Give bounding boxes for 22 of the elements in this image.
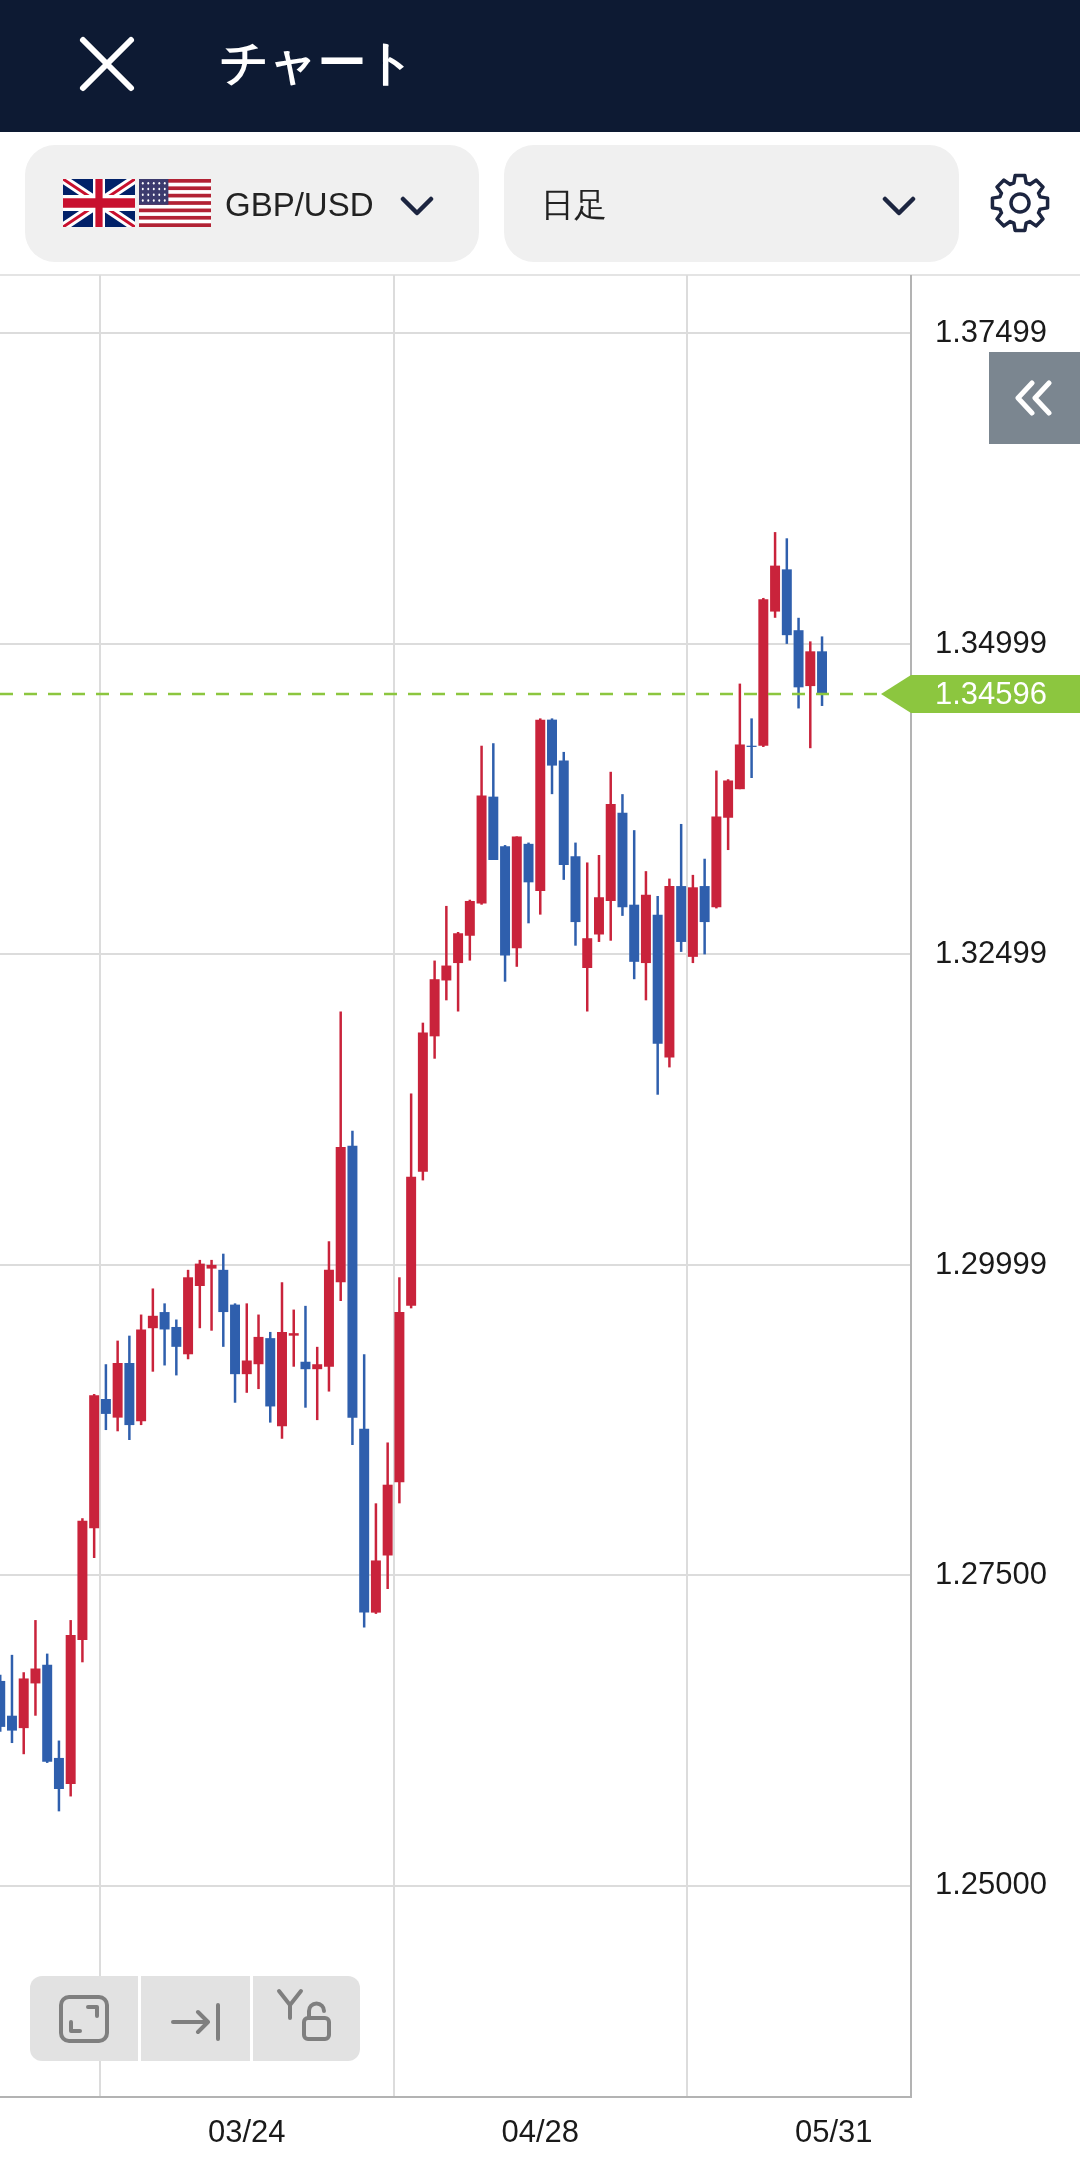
candlestick bbox=[100, 1362, 111, 1432]
candlestick bbox=[241, 1302, 252, 1395]
candlestick bbox=[194, 1258, 205, 1330]
candlestick bbox=[288, 1308, 299, 1368]
x-tick-label: 05/31 bbox=[794, 2114, 873, 2150]
y-tick-label: 1.27500 bbox=[935, 1555, 1048, 1591]
chart-subtitle: GBP/USD bbox=[225, 185, 374, 225]
y-tick-label: 1.32499 bbox=[935, 935, 1048, 971]
ref-line-label: 1.34596 bbox=[935, 675, 1048, 711]
chart-title: チャート bbox=[220, 35, 415, 91]
y-tick-label: 1.25000 bbox=[935, 1866, 1048, 1902]
y-tick-label: 1.34999 bbox=[935, 624, 1048, 660]
candlestick bbox=[206, 1258, 217, 1332]
text: 日足 bbox=[541, 185, 607, 225]
candlestick bbox=[147, 1287, 158, 1373]
x-tick-label: 04/28 bbox=[501, 2114, 580, 2150]
x-tick-label: 03/24 bbox=[207, 2114, 286, 2150]
candlestick bbox=[300, 1304, 311, 1409]
y-tick-label: 1.37499 bbox=[935, 314, 1048, 350]
candlestick bbox=[312, 1345, 323, 1422]
candlestick bbox=[6, 1653, 17, 1745]
y-tick-label: 1.29999 bbox=[935, 1245, 1048, 1281]
